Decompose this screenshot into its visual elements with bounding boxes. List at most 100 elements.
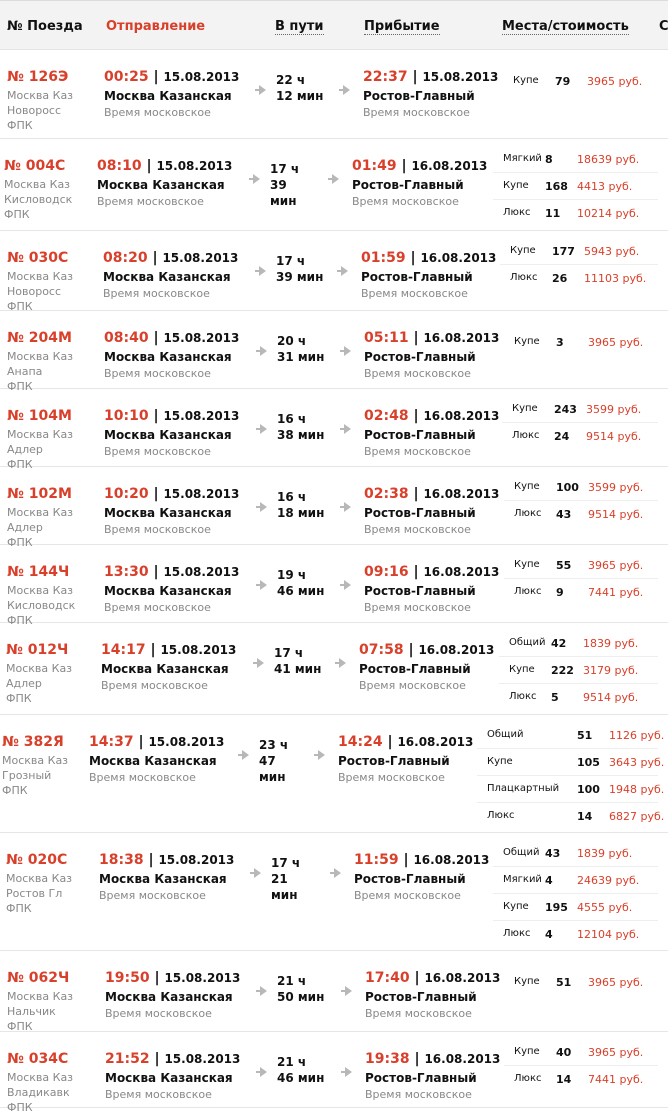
arrow-right-icon	[328, 174, 339, 184]
seat-price[interactable]: 3965 руб.	[587, 75, 643, 88]
seat-price[interactable]: 3965 руб.	[588, 336, 644, 349]
train-number[interactable]: № 012Ч	[6, 642, 69, 658]
seat-option[interactable]: Купе 100 3599 руб.	[504, 475, 658, 501]
train-number[interactable]: № 144Ч	[7, 564, 70, 580]
seat-price[interactable]: 3965 руб.	[588, 559, 644, 572]
seat-option[interactable]: Общий 42 1839 руб.	[499, 631, 658, 657]
train-number[interactable]: № 126Э	[7, 69, 69, 85]
seat-option[interactable]: Купе 105 3643 руб.	[477, 750, 664, 776]
table-row[interactable]: № 062Ч Москва Каз Нальчик ФПК 19:50 | 15.08.…	[0, 951, 668, 1033]
seat-option[interactable]: Общий 51 1126 руб.	[477, 723, 664, 749]
arrow-right-icon	[314, 750, 325, 760]
seat-price[interactable]: 6827 руб.	[609, 810, 665, 823]
seat-price[interactable]: 3599 руб.	[586, 403, 642, 416]
seat-option[interactable]: Купе 3 3965 руб.	[504, 330, 658, 356]
seat-option[interactable]: Купе 79 3965 руб.	[503, 69, 658, 95]
train-number[interactable]: № 104М	[7, 408, 72, 424]
seat-option[interactable]: Купе 177 5943 руб.	[500, 239, 658, 265]
seat-price[interactable]: 9514 руб.	[583, 691, 639, 704]
travel-duration: 17 ч 41 мин	[274, 645, 326, 677]
route-line: Ростов Гл	[6, 887, 63, 900]
seat-option[interactable]: Купе 40 3965 руб.	[504, 1040, 658, 1066]
seat-option[interactable]: Купе 51 3965 руб.	[504, 970, 658, 996]
arrival-timezone: Время московское	[359, 679, 466, 692]
seat-option[interactable]: Люкс 14 7441 руб.	[504, 1067, 658, 1093]
seat-price[interactable]: 10214 руб.	[577, 207, 640, 220]
seat-price[interactable]: 3965 руб.	[588, 1046, 644, 1059]
seat-option[interactable]: Купе 55 3965 руб.	[504, 553, 658, 579]
seat-price[interactable]: 7441 руб.	[588, 1073, 644, 1086]
seat-price[interactable]: 9514 руб.	[588, 508, 644, 521]
seat-option[interactable]: Плацкартный 100 1948 руб.	[477, 777, 664, 803]
seat-option[interactable]: Купе 243 3599 руб.	[502, 397, 658, 423]
arrow-right-icon	[256, 1067, 267, 1077]
seat-count: 43	[545, 847, 561, 860]
departure-time: 14:37 | 15.08.2013	[89, 734, 224, 750]
table-row[interactable]: № 030С Москва Каз Новоросс ФПК 08:20 | 15.08…	[0, 231, 668, 313]
seat-price[interactable]: 5943 руб.	[584, 245, 640, 258]
seat-price[interactable]: 1126 руб.	[609, 729, 665, 742]
table-row[interactable]: № 004С Москва Каз Кисловодск ФПК 08:10 | 15.…	[0, 139, 668, 231]
arrival-station: Ростов-Главный	[365, 1071, 477, 1085]
seat-option[interactable]: Люкс 43 9514 руб.	[504, 502, 658, 528]
train-number[interactable]: № 030С	[7, 250, 69, 266]
header-departure[interactable]: Отправление	[106, 19, 206, 34]
seat-option[interactable]: Люкс 26 11103 руб.	[500, 266, 658, 292]
seat-price[interactable]: 12104 руб.	[577, 928, 640, 941]
seat-count: 3	[556, 336, 564, 349]
seat-price[interactable]: 4413 руб.	[577, 180, 633, 193]
seat-option[interactable]: Люкс 5 9514 руб.	[499, 685, 658, 711]
header-travel[interactable]: В пути	[275, 19, 324, 35]
seat-count: 43	[556, 508, 572, 521]
header-seats[interactable]: Места/стоимость	[502, 19, 629, 35]
table-row[interactable]: № 020С Москва Каз Ростов Гл ФПК 18:38 | 15.0…	[0, 833, 668, 951]
table-row[interactable]: № 144Ч Москва Каз Кисловодск ФПК 13:30 | 15.…	[0, 545, 668, 627]
train-number[interactable]: № 034С	[7, 1051, 69, 1067]
seat-price[interactable]: 7441 руб.	[588, 586, 644, 599]
seat-type: Купе	[514, 559, 540, 570]
seat-option[interactable]: Люкс 9 7441 руб.	[504, 580, 658, 606]
seat-option[interactable]: Купе 222 3179 руб.	[499, 658, 658, 684]
seat-price[interactable]: 1839 руб.	[583, 637, 639, 650]
seat-price[interactable]: 1839 руб.	[577, 847, 633, 860]
seat-price[interactable]: 4555 руб.	[577, 901, 633, 914]
table-row[interactable]: № 382Я Москва Каз Грозный ФПК 14:37 | 15.08.…	[0, 715, 668, 833]
seat-price[interactable]: 24639 руб.	[577, 874, 640, 887]
table-row[interactable]: № 204М Москва Каз Анапа ФПК 08:40 | 15.08.20…	[0, 311, 668, 393]
train-number[interactable]: № 102М	[7, 486, 72, 502]
duration-line: 31 мин	[277, 350, 325, 364]
train-number[interactable]: № 382Я	[2, 734, 64, 750]
train-number[interactable]: № 204М	[7, 330, 72, 346]
seat-option[interactable]: Мягкий 4 24639 руб.	[493, 868, 658, 894]
seat-price[interactable]: 9514 руб.	[586, 430, 642, 443]
seat-price[interactable]: 3965 руб.	[588, 976, 644, 989]
seat-option[interactable]: Мягкий 8 18639 руб.	[493, 147, 658, 173]
seat-option[interactable]: Купе 168 4413 руб.	[493, 174, 658, 200]
seat-option[interactable]: Люкс 14 6827 руб.	[477, 804, 664, 830]
train-number[interactable]: № 004С	[4, 158, 66, 174]
seat-price[interactable]: 3599 руб.	[588, 481, 644, 494]
table-row[interactable]: № 104М Москва Каз Адлер ФПК 10:10 | 15.08.20…	[0, 389, 668, 471]
arrow-right-icon	[340, 580, 351, 590]
seat-option[interactable]: Люкс 24 9514 руб.	[502, 424, 658, 450]
seat-option[interactable]: Люкс 11 10214 руб.	[493, 201, 658, 227]
seat-price[interactable]: 18639 руб.	[577, 153, 640, 166]
arrival-time-value: 14:24	[338, 734, 383, 750]
train-number[interactable]: № 062Ч	[7, 970, 70, 986]
header-train[interactable]: № Поезда	[7, 19, 83, 34]
seat-price[interactable]: 3643 руб.	[609, 756, 665, 769]
table-row[interactable]: № 034С Москва Каз Владикавк ФПК 21:52 | 15.0…	[0, 1032, 668, 1114]
train-number[interactable]: № 020С	[6, 852, 68, 868]
table-row[interactable]: № 012Ч Москва Каз Адлер ФПК 14:17 | 15.08.20…	[0, 623, 668, 715]
seat-option[interactable]: Общий 43 1839 руб.	[493, 841, 658, 867]
seat-type: Люкс	[509, 691, 537, 702]
table-row[interactable]: № 126Э Москва Каз Новоросс ФПК 00:25 | 15.08…	[0, 50, 668, 139]
seat-price[interactable]: 3179 руб.	[583, 664, 639, 677]
arrival-date: 16.08.2013	[420, 251, 497, 265]
seat-price[interactable]: 1948 руб.	[609, 783, 665, 796]
header-arrival[interactable]: Прибытие	[364, 19, 440, 35]
seat-option[interactable]: Купе 195 4555 руб.	[493, 895, 658, 921]
seat-option[interactable]: Люкс 4 12104 руб.	[493, 922, 658, 948]
seat-price[interactable]: 11103 руб.	[584, 272, 647, 285]
table-row[interactable]: № 102М Москва Каз Адлер ФПК 10:20 | 15.08.20…	[0, 467, 668, 549]
